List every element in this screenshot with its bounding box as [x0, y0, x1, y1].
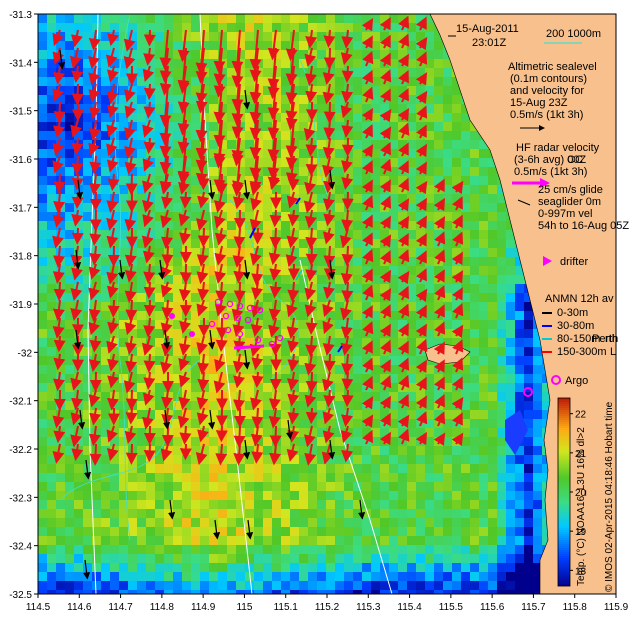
x-tick-label: 115.6 [480, 602, 505, 613]
legend-glider-line2: seaglider 0m [538, 196, 601, 208]
legend-overlap-glyph-2: rth [605, 333, 618, 345]
legend-anmn-30-80-label: 30-80m [557, 320, 594, 332]
legend-alt-line2: (0.1m contours) [510, 73, 587, 85]
x-tick-label: 115.7 [521, 602, 546, 613]
legend-drifter-label: drifter [560, 256, 588, 268]
y-tick-label: -32.5 [9, 590, 32, 601]
legend-anmn-150-300-label: 150-300m [557, 346, 607, 358]
x-tick-label: 115.1 [274, 602, 299, 613]
y-tick-label: -31.6 [9, 155, 32, 166]
legend-glider-line3: 0-997m vel [538, 208, 592, 220]
legend-hf-line3: 0.5m/s (1kt 3h) [514, 166, 587, 178]
y-tick-label: -31.9 [9, 300, 32, 311]
y-tick-label: -31.5 [9, 107, 32, 118]
y-tick-label: -31.8 [9, 252, 32, 263]
x-tick-label: 115 [236, 602, 252, 613]
x-tick-label: 114.6 [67, 602, 92, 613]
legend-alt-line3: and velocity for [510, 85, 584, 97]
y-tick-label: -31.3 [9, 10, 32, 21]
legend-glider-line1: 25 cm/s glide [538, 184, 603, 196]
x-tick-label: 115.3 [356, 602, 381, 613]
legend-overlap-glyph-1: CC [567, 154, 583, 166]
colorbar-label: Temp. (°C) NOAA16_L3U 16% dl>2 [576, 427, 587, 586]
y-tick-label: -32.4 [9, 542, 32, 553]
x-tick-label: 115.9 [604, 602, 629, 613]
legend-alt-line1: Altimetric sealevel [508, 61, 597, 73]
x-tick-label: 114.8 [150, 602, 175, 613]
time-label: 23:01Z [472, 37, 507, 49]
y-tick-label: -32.1 [9, 397, 32, 408]
y-tick-label: -32 [18, 348, 33, 359]
y-tick-label: -32.2 [9, 445, 32, 456]
colorbar-tick-label: 22 [575, 410, 587, 421]
legend-overlap-glyph-3: L [610, 346, 616, 358]
x-tick-label: 115.8 [563, 602, 588, 613]
legend-argo-label: Argo [565, 375, 588, 387]
legend-altimetric: Altimetric sealevel (0.1m contours) and … [508, 61, 597, 128]
x-tick-label: 115.5 [439, 602, 464, 613]
credit-text: © IMOS 02-Apr-2015 04:18:46 Hobart time [604, 401, 615, 592]
x-tick-label: 114.7 [108, 602, 133, 613]
legend-hf-line1: HF radar velocity [516, 142, 600, 154]
legend-alt-line4: 15-Aug 23Z [510, 97, 568, 109]
legend-alt-line5: 0.5m/s (1kt 3h) [510, 109, 583, 121]
y-tick-label: -32.3 [9, 493, 32, 504]
date-label: 15-Aug-2011 [456, 23, 519, 35]
x-tick-label: 115.4 [397, 602, 422, 613]
x-tick-label: 115.2 [315, 602, 340, 613]
legend-glider-line4: 54h to 16-Aug 05Z [538, 220, 629, 232]
legend-anmn-title: ANMN 12h av [545, 293, 614, 305]
scale-label: 200 1000m [546, 28, 601, 40]
x-tick-label: 114.5 [26, 602, 51, 613]
x-tick-label: 114.9 [191, 602, 216, 613]
y-tick-label: -31.4 [9, 58, 32, 69]
legend-anmn-0-30-label: 0-30m [557, 307, 588, 319]
y-tick-label: -31.7 [9, 203, 32, 214]
